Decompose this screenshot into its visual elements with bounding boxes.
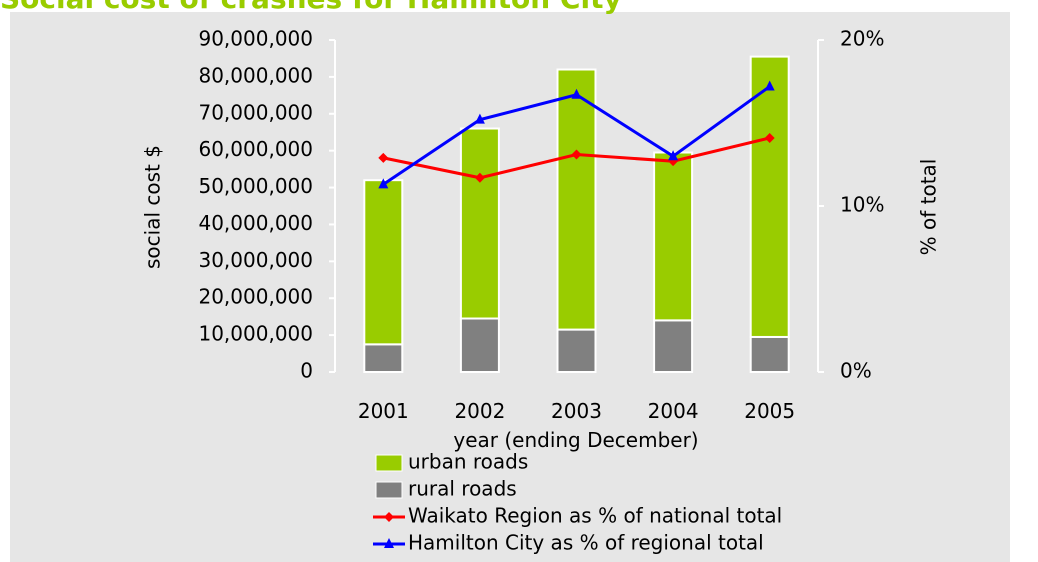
- y-tick-label: 60,000,000: [198, 137, 313, 161]
- y-tick-label: 20,000,000: [198, 285, 313, 309]
- y-tick-label: 80,000,000: [198, 63, 313, 87]
- chart-background: [10, 12, 1010, 562]
- line-marker: [378, 152, 389, 163]
- line-marker: [764, 132, 775, 143]
- legend-label: rural roads: [408, 477, 517, 501]
- x-axis-label: year (ending December): [453, 428, 698, 452]
- y-tick-label: 90,000,000: [198, 27, 313, 51]
- x-tick-label: 2001: [358, 399, 409, 423]
- y-tick-label: 30,000,000: [198, 248, 313, 272]
- line-marker: [571, 149, 582, 160]
- y-tick-label: 10,000,000: [198, 322, 313, 346]
- legend-swatch: [375, 481, 403, 499]
- bar: [459, 317, 500, 373]
- bar: [363, 343, 404, 374]
- x-tick-label: 2005: [744, 399, 795, 423]
- x-tick-label: 2004: [648, 399, 699, 423]
- y-tick-label: 70,000,000: [198, 100, 313, 124]
- bar: [459, 127, 500, 320]
- line-marker: [474, 172, 485, 183]
- line-marker: [668, 150, 679, 161]
- bar: [363, 179, 404, 346]
- y2-axis-label: % of total: [917, 159, 941, 256]
- x-tick-label: 2002: [454, 399, 505, 423]
- chart-title: Social cost of crashes for Hamilton City: [0, 0, 622, 15]
- legend-marker: [384, 512, 394, 522]
- y2-tick-label: 20%: [840, 27, 884, 51]
- y-tick-label: 50,000,000: [198, 174, 313, 198]
- bar: [749, 55, 790, 338]
- y2-tick-label: 0%: [840, 359, 872, 383]
- y-tick-label: 40,000,000: [198, 211, 313, 235]
- bar: [556, 328, 597, 374]
- legend-label: Waikato Region as % of national total: [408, 504, 782, 528]
- legend-label: urban roads: [408, 450, 528, 474]
- legend-marker: [384, 538, 394, 548]
- y-axis-label: social cost $: [141, 145, 165, 269]
- bar: [749, 335, 790, 374]
- bar: [653, 151, 694, 322]
- line-marker: [474, 113, 485, 124]
- x-tick-label: 2003: [551, 399, 602, 423]
- y-tick-label: 0: [300, 359, 313, 383]
- legend-swatch: [375, 454, 403, 472]
- y2-tick-label: 10%: [840, 193, 884, 217]
- line-marker: [378, 178, 389, 189]
- bar: [653, 319, 694, 374]
- line-marker: [571, 88, 582, 99]
- line-marker: [764, 80, 775, 91]
- bar: [556, 68, 597, 331]
- legend-label: Hamilton City as % of regional total: [408, 531, 764, 555]
